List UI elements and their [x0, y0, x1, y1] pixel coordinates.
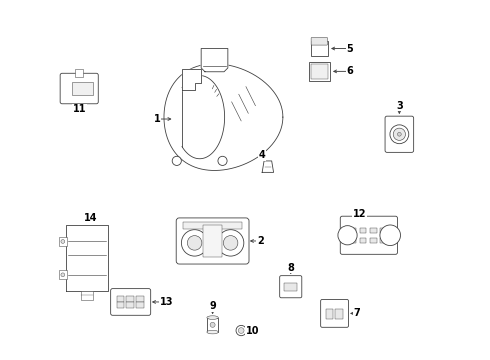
- Bar: [126, 296, 134, 302]
- Text: 2: 2: [257, 236, 264, 246]
- Text: 13: 13: [160, 297, 173, 307]
- Bar: [369, 228, 376, 233]
- Text: 11: 11: [73, 104, 86, 114]
- Text: 1: 1: [154, 114, 161, 124]
- Bar: [311, 64, 328, 78]
- Bar: [326, 310, 333, 319]
- FancyBboxPatch shape: [60, 73, 98, 104]
- Bar: [203, 225, 222, 257]
- Bar: [75, 69, 83, 77]
- Bar: [369, 238, 376, 243]
- Bar: [136, 302, 144, 308]
- Bar: [335, 310, 343, 319]
- Circle shape: [181, 230, 208, 256]
- Polygon shape: [182, 69, 201, 90]
- Bar: [136, 296, 144, 302]
- Text: 9: 9: [209, 301, 216, 311]
- Bar: [311, 41, 328, 56]
- Text: 8: 8: [287, 263, 294, 273]
- Circle shape: [338, 226, 357, 245]
- Ellipse shape: [207, 330, 219, 334]
- Bar: [117, 296, 124, 302]
- Bar: [59, 270, 67, 279]
- Circle shape: [393, 128, 405, 140]
- Text: 10: 10: [246, 325, 259, 336]
- Polygon shape: [262, 161, 273, 172]
- Circle shape: [218, 230, 244, 256]
- Bar: [59, 237, 67, 246]
- Bar: [349, 238, 356, 243]
- Text: 4: 4: [259, 150, 266, 160]
- Bar: [380, 228, 387, 233]
- Bar: [126, 302, 134, 308]
- Polygon shape: [201, 49, 228, 72]
- Circle shape: [380, 225, 400, 246]
- Ellipse shape: [207, 316, 219, 319]
- Text: 3: 3: [396, 101, 403, 111]
- Circle shape: [390, 125, 409, 144]
- Text: 14: 14: [84, 213, 98, 223]
- Bar: [207, 318, 219, 332]
- FancyBboxPatch shape: [176, 218, 249, 264]
- FancyBboxPatch shape: [311, 37, 327, 45]
- FancyBboxPatch shape: [320, 300, 348, 327]
- Circle shape: [236, 325, 246, 336]
- Circle shape: [223, 236, 238, 250]
- Text: 5: 5: [346, 44, 353, 54]
- Circle shape: [210, 322, 215, 327]
- Bar: [349, 228, 356, 233]
- Text: 6: 6: [346, 66, 353, 76]
- FancyBboxPatch shape: [111, 289, 150, 315]
- Circle shape: [238, 328, 244, 333]
- Text: 7: 7: [353, 309, 360, 318]
- Circle shape: [397, 132, 401, 136]
- Circle shape: [218, 156, 227, 166]
- Circle shape: [61, 273, 65, 277]
- Bar: [81, 292, 93, 300]
- Bar: [117, 302, 124, 308]
- Bar: [360, 228, 367, 233]
- FancyBboxPatch shape: [280, 276, 302, 298]
- FancyBboxPatch shape: [340, 216, 397, 254]
- Bar: [309, 62, 330, 81]
- Bar: [284, 283, 297, 292]
- Bar: [380, 238, 387, 243]
- Circle shape: [187, 236, 202, 250]
- Polygon shape: [164, 64, 283, 171]
- Circle shape: [172, 156, 181, 166]
- FancyBboxPatch shape: [385, 116, 414, 152]
- Text: 12: 12: [353, 209, 366, 219]
- Bar: [183, 222, 242, 229]
- Circle shape: [61, 239, 65, 243]
- Bar: [73, 82, 93, 95]
- Bar: [360, 238, 367, 243]
